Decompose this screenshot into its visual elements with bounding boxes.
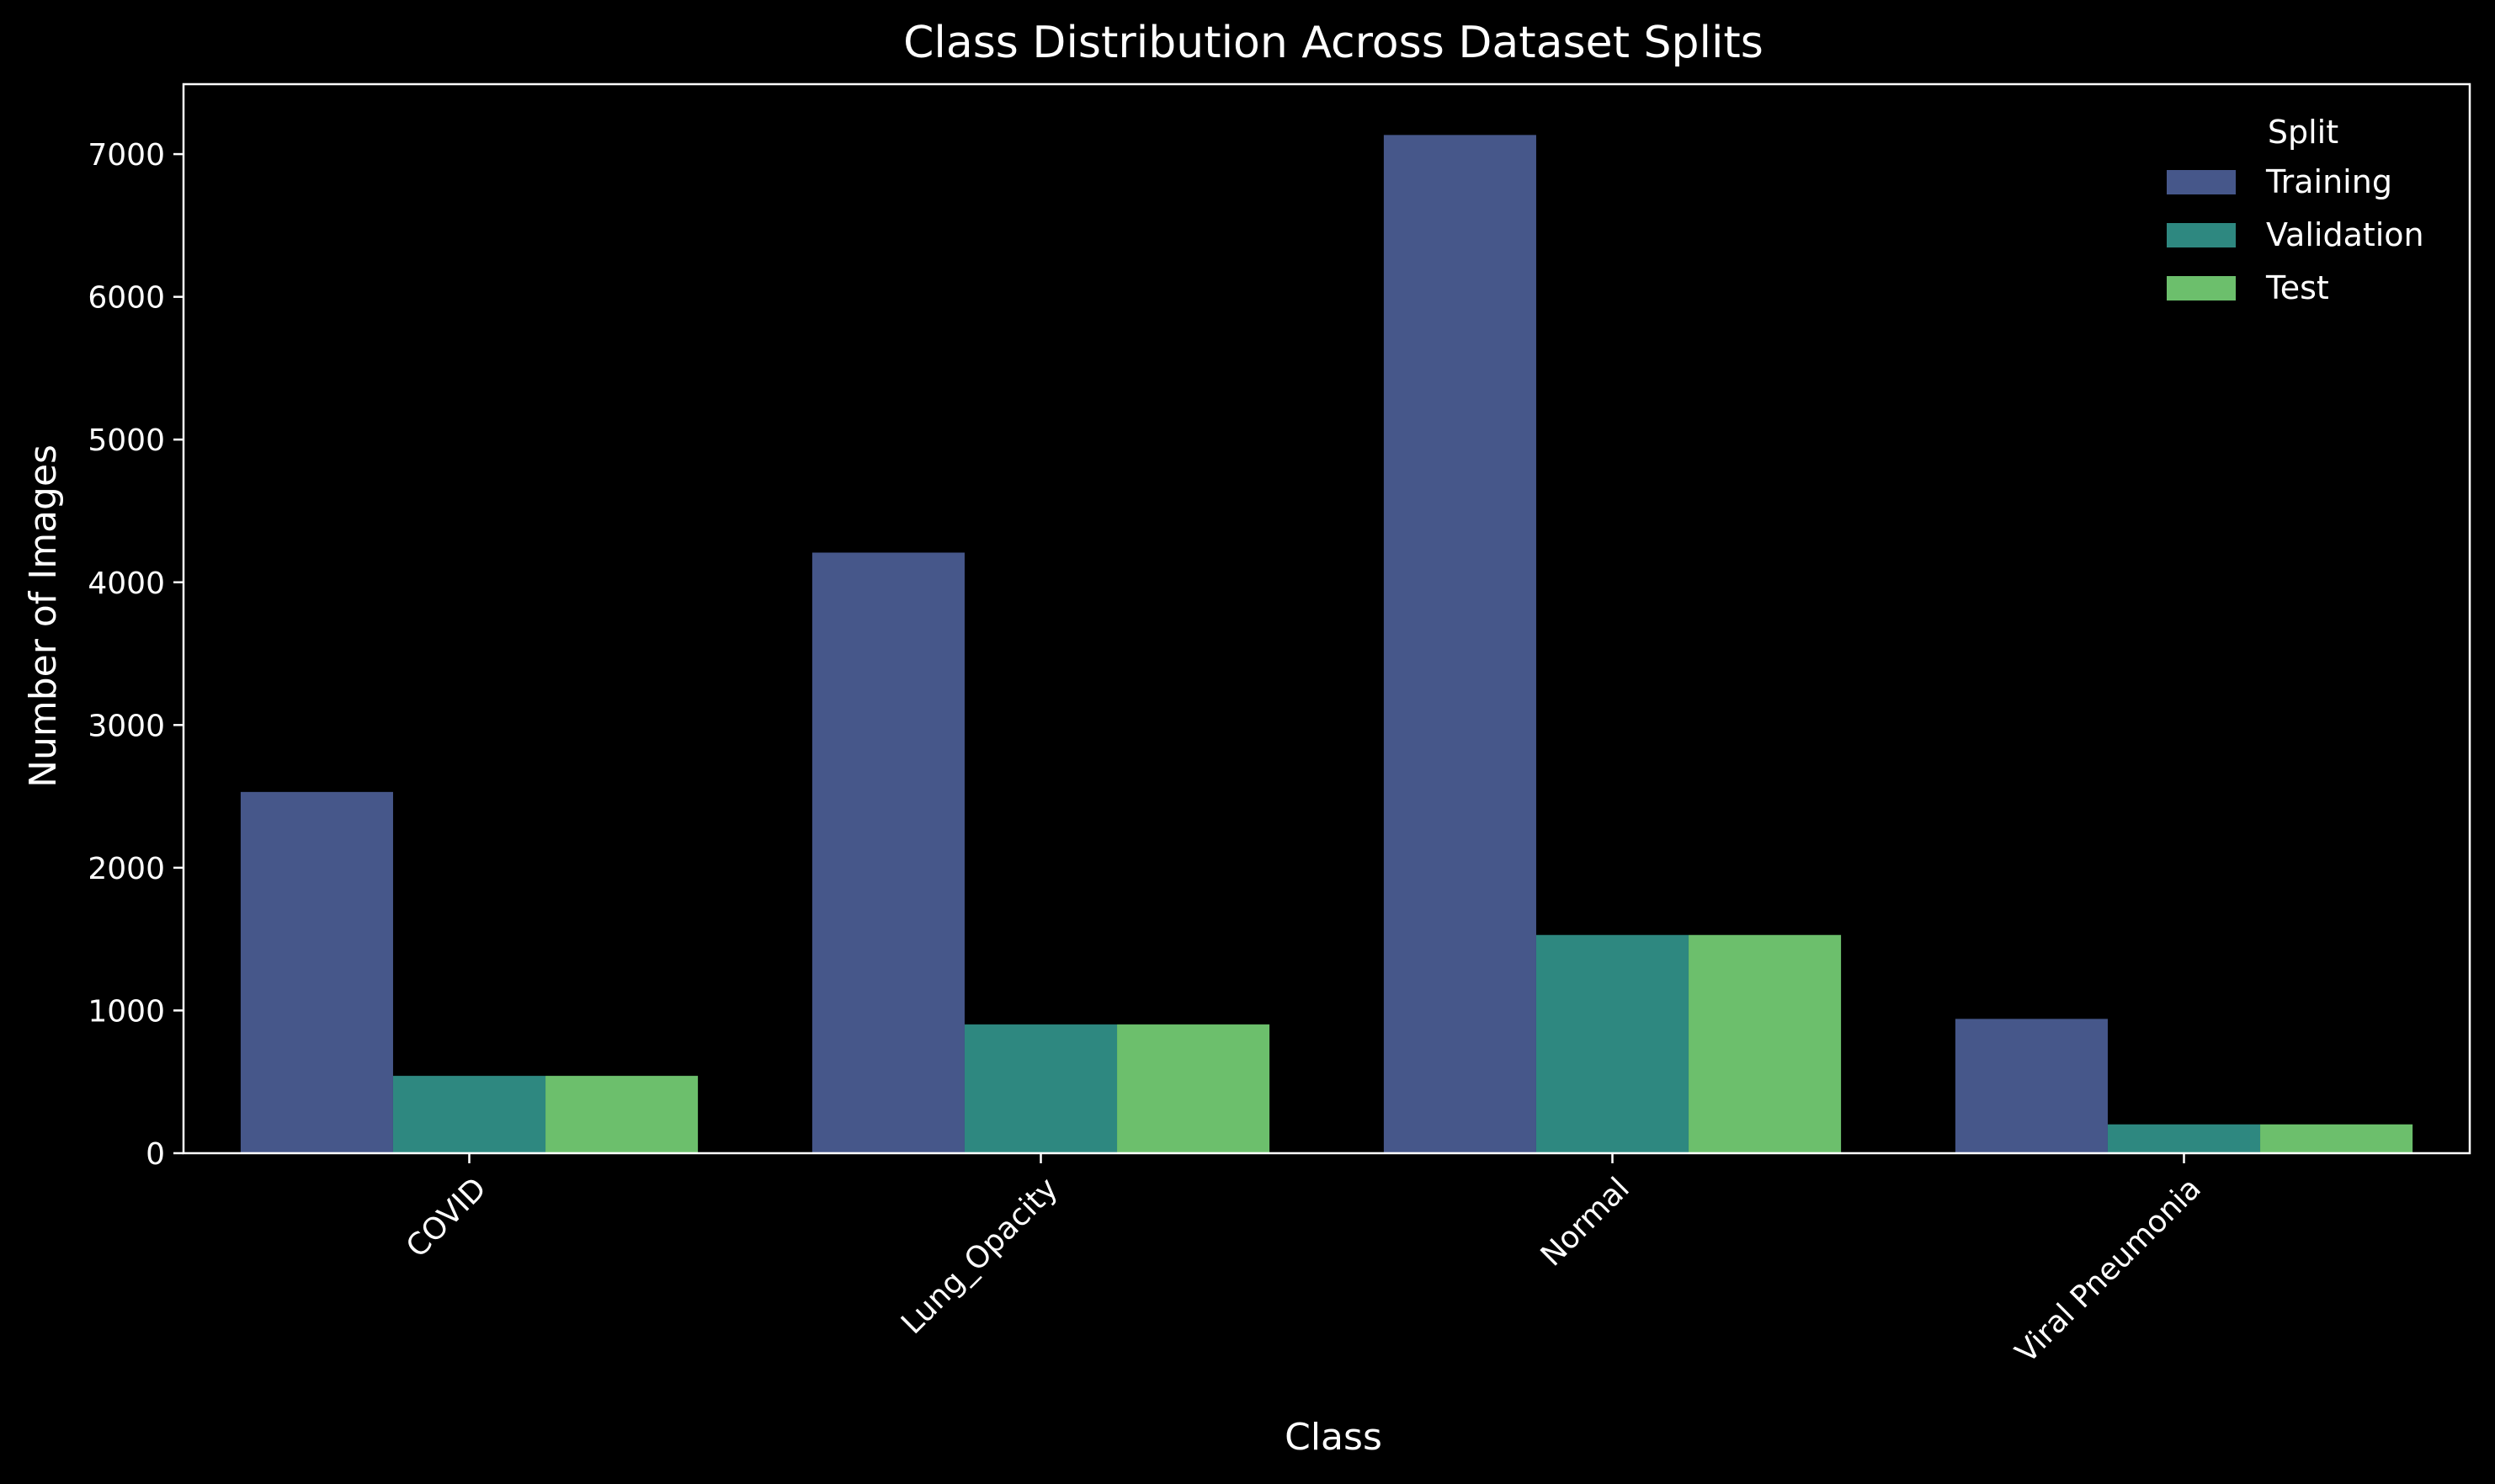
- y-tick-label: 2000: [88, 852, 165, 886]
- bar-validation-normal: [1535, 934, 1689, 1153]
- bar-validation-viral-pneumonia: [2107, 1124, 2261, 1153]
- bar-validation-lung-opacity: [964, 1024, 1118, 1153]
- y-tick-label: 4000: [88, 566, 165, 601]
- legend-label-validation: Validation: [2266, 216, 2424, 253]
- legend: Split Training Validation Test: [2167, 114, 2424, 306]
- plot-frame: [182, 82, 2471, 1155]
- bar-test-normal: [1689, 934, 1842, 1153]
- bar-test-lung-opacity: [1117, 1024, 1270, 1153]
- y-axis-label: Number of Images: [22, 444, 65, 788]
- bar-training-covid: [240, 791, 393, 1153]
- y-tick-label: 7000: [88, 138, 165, 173]
- bar-training-normal: [1383, 135, 1536, 1153]
- y-tick-label: 5000: [88, 423, 165, 458]
- bar-training-viral-pneumonia: [1955, 1019, 2108, 1153]
- y-tick-label: 0: [146, 1137, 165, 1172]
- legend-swatch-test: [2167, 276, 2236, 301]
- y-tick-label: 1000: [88, 994, 165, 1029]
- legend-label-test: Test: [2265, 269, 2329, 306]
- legend-label-training: Training: [2265, 163, 2392, 200]
- y-tick-label: 3000: [88, 709, 165, 743]
- bar-validation-covid: [392, 1076, 546, 1153]
- y-tick-label: 6000: [88, 281, 165, 316]
- bars-group: [240, 135, 2413, 1153]
- chart-title: Class Distribution Across Dataset Splits: [903, 18, 1764, 68]
- bar-test-covid: [545, 1076, 699, 1153]
- x-axis-label: Class: [1285, 1416, 1382, 1459]
- legend-swatch-validation: [2167, 223, 2236, 247]
- bar-test-viral-pneumonia: [2260, 1124, 2413, 1153]
- legend-swatch-training: [2167, 170, 2236, 194]
- legend-title: Split: [2268, 114, 2338, 151]
- bar-training-lung-opacity: [811, 552, 965, 1153]
- y-axis: 0 1000 2000 3000 4000 5000 6000 7000: [88, 138, 184, 1172]
